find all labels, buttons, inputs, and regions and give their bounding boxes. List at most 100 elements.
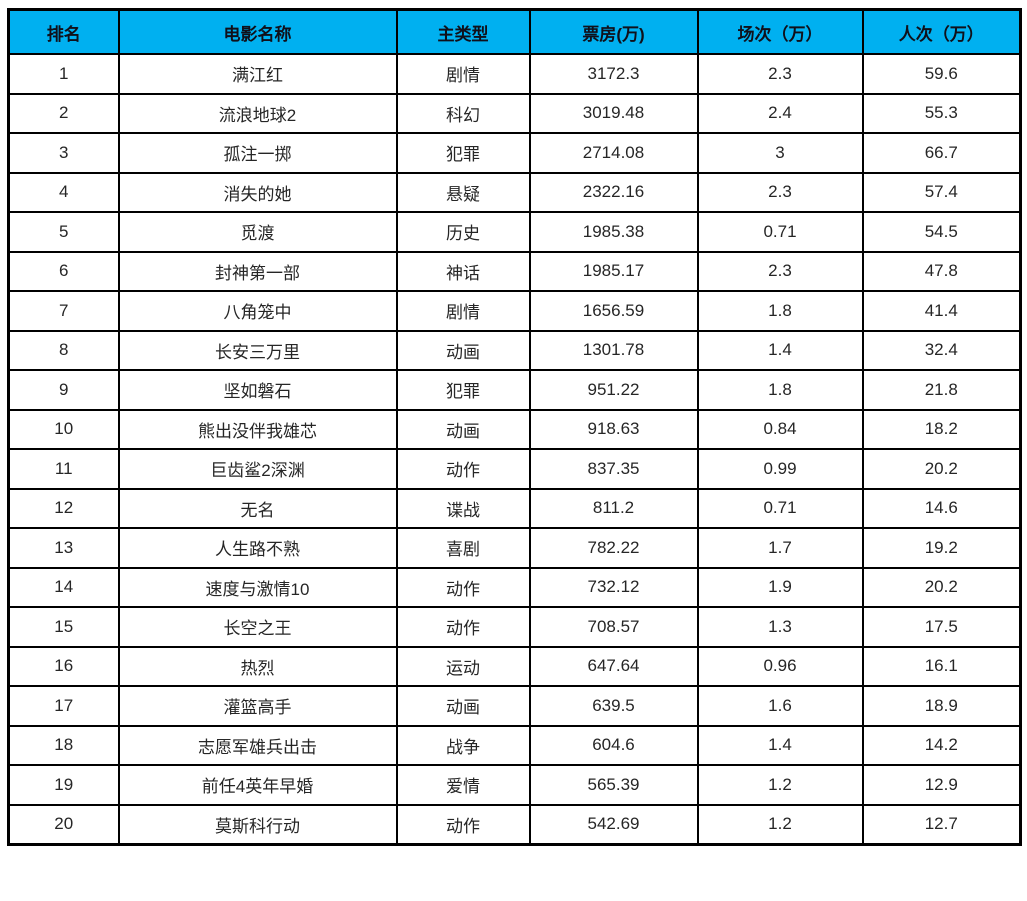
table-body: 1 满江红 剧情 3172.3 2.3 59.6 2 流浪地球2 科幻 3019.48 2.4 55.… [7, 53, 1022, 846]
name-cell: 长安三万里 [117, 329, 398, 371]
box_office-cell: 782.22 [528, 527, 699, 569]
genre-cell: 爱情 [395, 764, 531, 806]
name-cell: 前任4英年早婚 [117, 764, 398, 806]
admissions-cell: 14.6 [861, 487, 1022, 529]
genre-cell: 科幻 [395, 92, 531, 134]
admissions-cell: 21.8 [861, 369, 1022, 411]
table-row: 20 莫斯科行动 动作 542.69 1.2 12.7 [7, 803, 1022, 846]
name-cell: 灌篮高手 [117, 685, 398, 727]
rank-cell: 16 [7, 645, 120, 687]
admissions-cell: 12.7 [861, 803, 1022, 846]
admissions-cell: 41.4 [861, 290, 1022, 332]
box_office-cell: 837.35 [528, 448, 699, 490]
admissions-cell: 66.7 [861, 132, 1022, 174]
admissions-cell: 14.2 [861, 724, 1022, 766]
sessions-cell: 1.9 [696, 566, 864, 608]
name-cell: 速度与激情10 [117, 566, 398, 608]
rank-cell: 7 [7, 290, 120, 332]
name-cell: 流浪地球2 [117, 92, 398, 134]
rank-cell: 2 [7, 92, 120, 134]
genre-cell: 动作 [395, 448, 531, 490]
admissions-cell: 54.5 [861, 211, 1022, 253]
name-cell: 消失的她 [117, 171, 398, 213]
sessions-cell: 1.3 [696, 606, 864, 648]
genre-cell: 动作 [395, 606, 531, 648]
name-cell: 坚如磐石 [117, 369, 398, 411]
header-row: 排名 电影名称 主类型 票房(万) 场次（万） 人次（万） [7, 8, 1022, 55]
rank-cell: 17 [7, 685, 120, 727]
genre-cell: 动画 [395, 329, 531, 371]
rank-cell: 14 [7, 566, 120, 608]
admissions-cell: 19.2 [861, 527, 1022, 569]
genre-cell: 谍战 [395, 487, 531, 529]
table-row: 2 流浪地球2 科幻 3019.48 2.4 55.3 [7, 92, 1022, 134]
rank-cell: 20 [7, 803, 120, 846]
box_office-cell: 1985.17 [528, 250, 699, 292]
rank-cell: 5 [7, 211, 120, 253]
rank-cell: 19 [7, 764, 120, 806]
box_office-cell: 2322.16 [528, 171, 699, 213]
name-cell: 志愿军雄兵出击 [117, 724, 398, 766]
genre-cell: 悬疑 [395, 171, 531, 213]
genre-cell: 犯罪 [395, 132, 531, 174]
rank-cell: 12 [7, 487, 120, 529]
box_office-cell: 3019.48 [528, 92, 699, 134]
admissions-cell: 20.2 [861, 566, 1022, 608]
column-header-sessions: 场次（万） [696, 8, 864, 55]
admissions-cell: 47.8 [861, 250, 1022, 292]
box_office-cell: 918.63 [528, 408, 699, 450]
admissions-cell: 17.5 [861, 606, 1022, 648]
column-header-admissions: 人次（万） [861, 8, 1022, 55]
table-row: 16 热烈 运动 647.64 0.96 16.1 [7, 645, 1022, 687]
sessions-cell: 2.4 [696, 92, 864, 134]
sessions-cell: 1.8 [696, 290, 864, 332]
genre-cell: 喜剧 [395, 527, 531, 569]
sessions-cell: 1.6 [696, 685, 864, 727]
rank-cell: 15 [7, 606, 120, 648]
column-header-genre: 主类型 [395, 8, 531, 55]
name-cell: 长空之王 [117, 606, 398, 648]
table-row: 1 满江红 剧情 3172.3 2.3 59.6 [7, 53, 1022, 95]
name-cell: 人生路不熟 [117, 527, 398, 569]
movie-box-office-table: 排名 电影名称 主类型 票房(万) 场次（万） 人次（万） 1 满江红 剧情 3172.3 2.3… [7, 8, 1022, 846]
sessions-cell: 0.71 [696, 487, 864, 529]
box_office-cell: 2714.08 [528, 132, 699, 174]
name-cell: 巨齿鲨2深渊 [117, 448, 398, 490]
box_office-cell: 604.6 [528, 724, 699, 766]
table-row: 3 孤注一掷 犯罪 2714.08 3 66.7 [7, 132, 1022, 174]
genre-cell: 动作 [395, 566, 531, 608]
admissions-cell: 12.9 [861, 764, 1022, 806]
rank-cell: 10 [7, 408, 120, 450]
name-cell: 孤注一掷 [117, 132, 398, 174]
name-cell: 觅渡 [117, 211, 398, 253]
name-cell: 热烈 [117, 645, 398, 687]
table-row: 11 巨齿鲨2深渊 动作 837.35 0.99 20.2 [7, 448, 1022, 490]
sessions-cell: 0.84 [696, 408, 864, 450]
sessions-cell: 1.7 [696, 527, 864, 569]
genre-cell: 剧情 [395, 53, 531, 95]
table-row: 6 封神第一部 神话 1985.17 2.3 47.8 [7, 250, 1022, 292]
sessions-cell: 1.8 [696, 369, 864, 411]
genre-cell: 运动 [395, 645, 531, 687]
sessions-cell: 0.71 [696, 211, 864, 253]
sessions-cell: 2.3 [696, 53, 864, 95]
rank-cell: 4 [7, 171, 120, 213]
sessions-cell: 1.2 [696, 764, 864, 806]
admissions-cell: 32.4 [861, 329, 1022, 371]
name-cell: 满江红 [117, 53, 398, 95]
table-row: 5 觅渡 历史 1985.38 0.71 54.5 [7, 211, 1022, 253]
box_office-cell: 1301.78 [528, 329, 699, 371]
genre-cell: 战争 [395, 724, 531, 766]
genre-cell: 历史 [395, 211, 531, 253]
box_office-cell: 3172.3 [528, 53, 699, 95]
genre-cell: 神话 [395, 250, 531, 292]
rank-cell: 9 [7, 369, 120, 411]
rank-cell: 11 [7, 448, 120, 490]
column-header-rank: 排名 [7, 8, 120, 55]
box_office-cell: 542.69 [528, 803, 699, 846]
sessions-cell: 0.96 [696, 645, 864, 687]
box_office-cell: 1985.38 [528, 211, 699, 253]
box_office-cell: 1656.59 [528, 290, 699, 332]
sessions-cell: 1.2 [696, 803, 864, 846]
